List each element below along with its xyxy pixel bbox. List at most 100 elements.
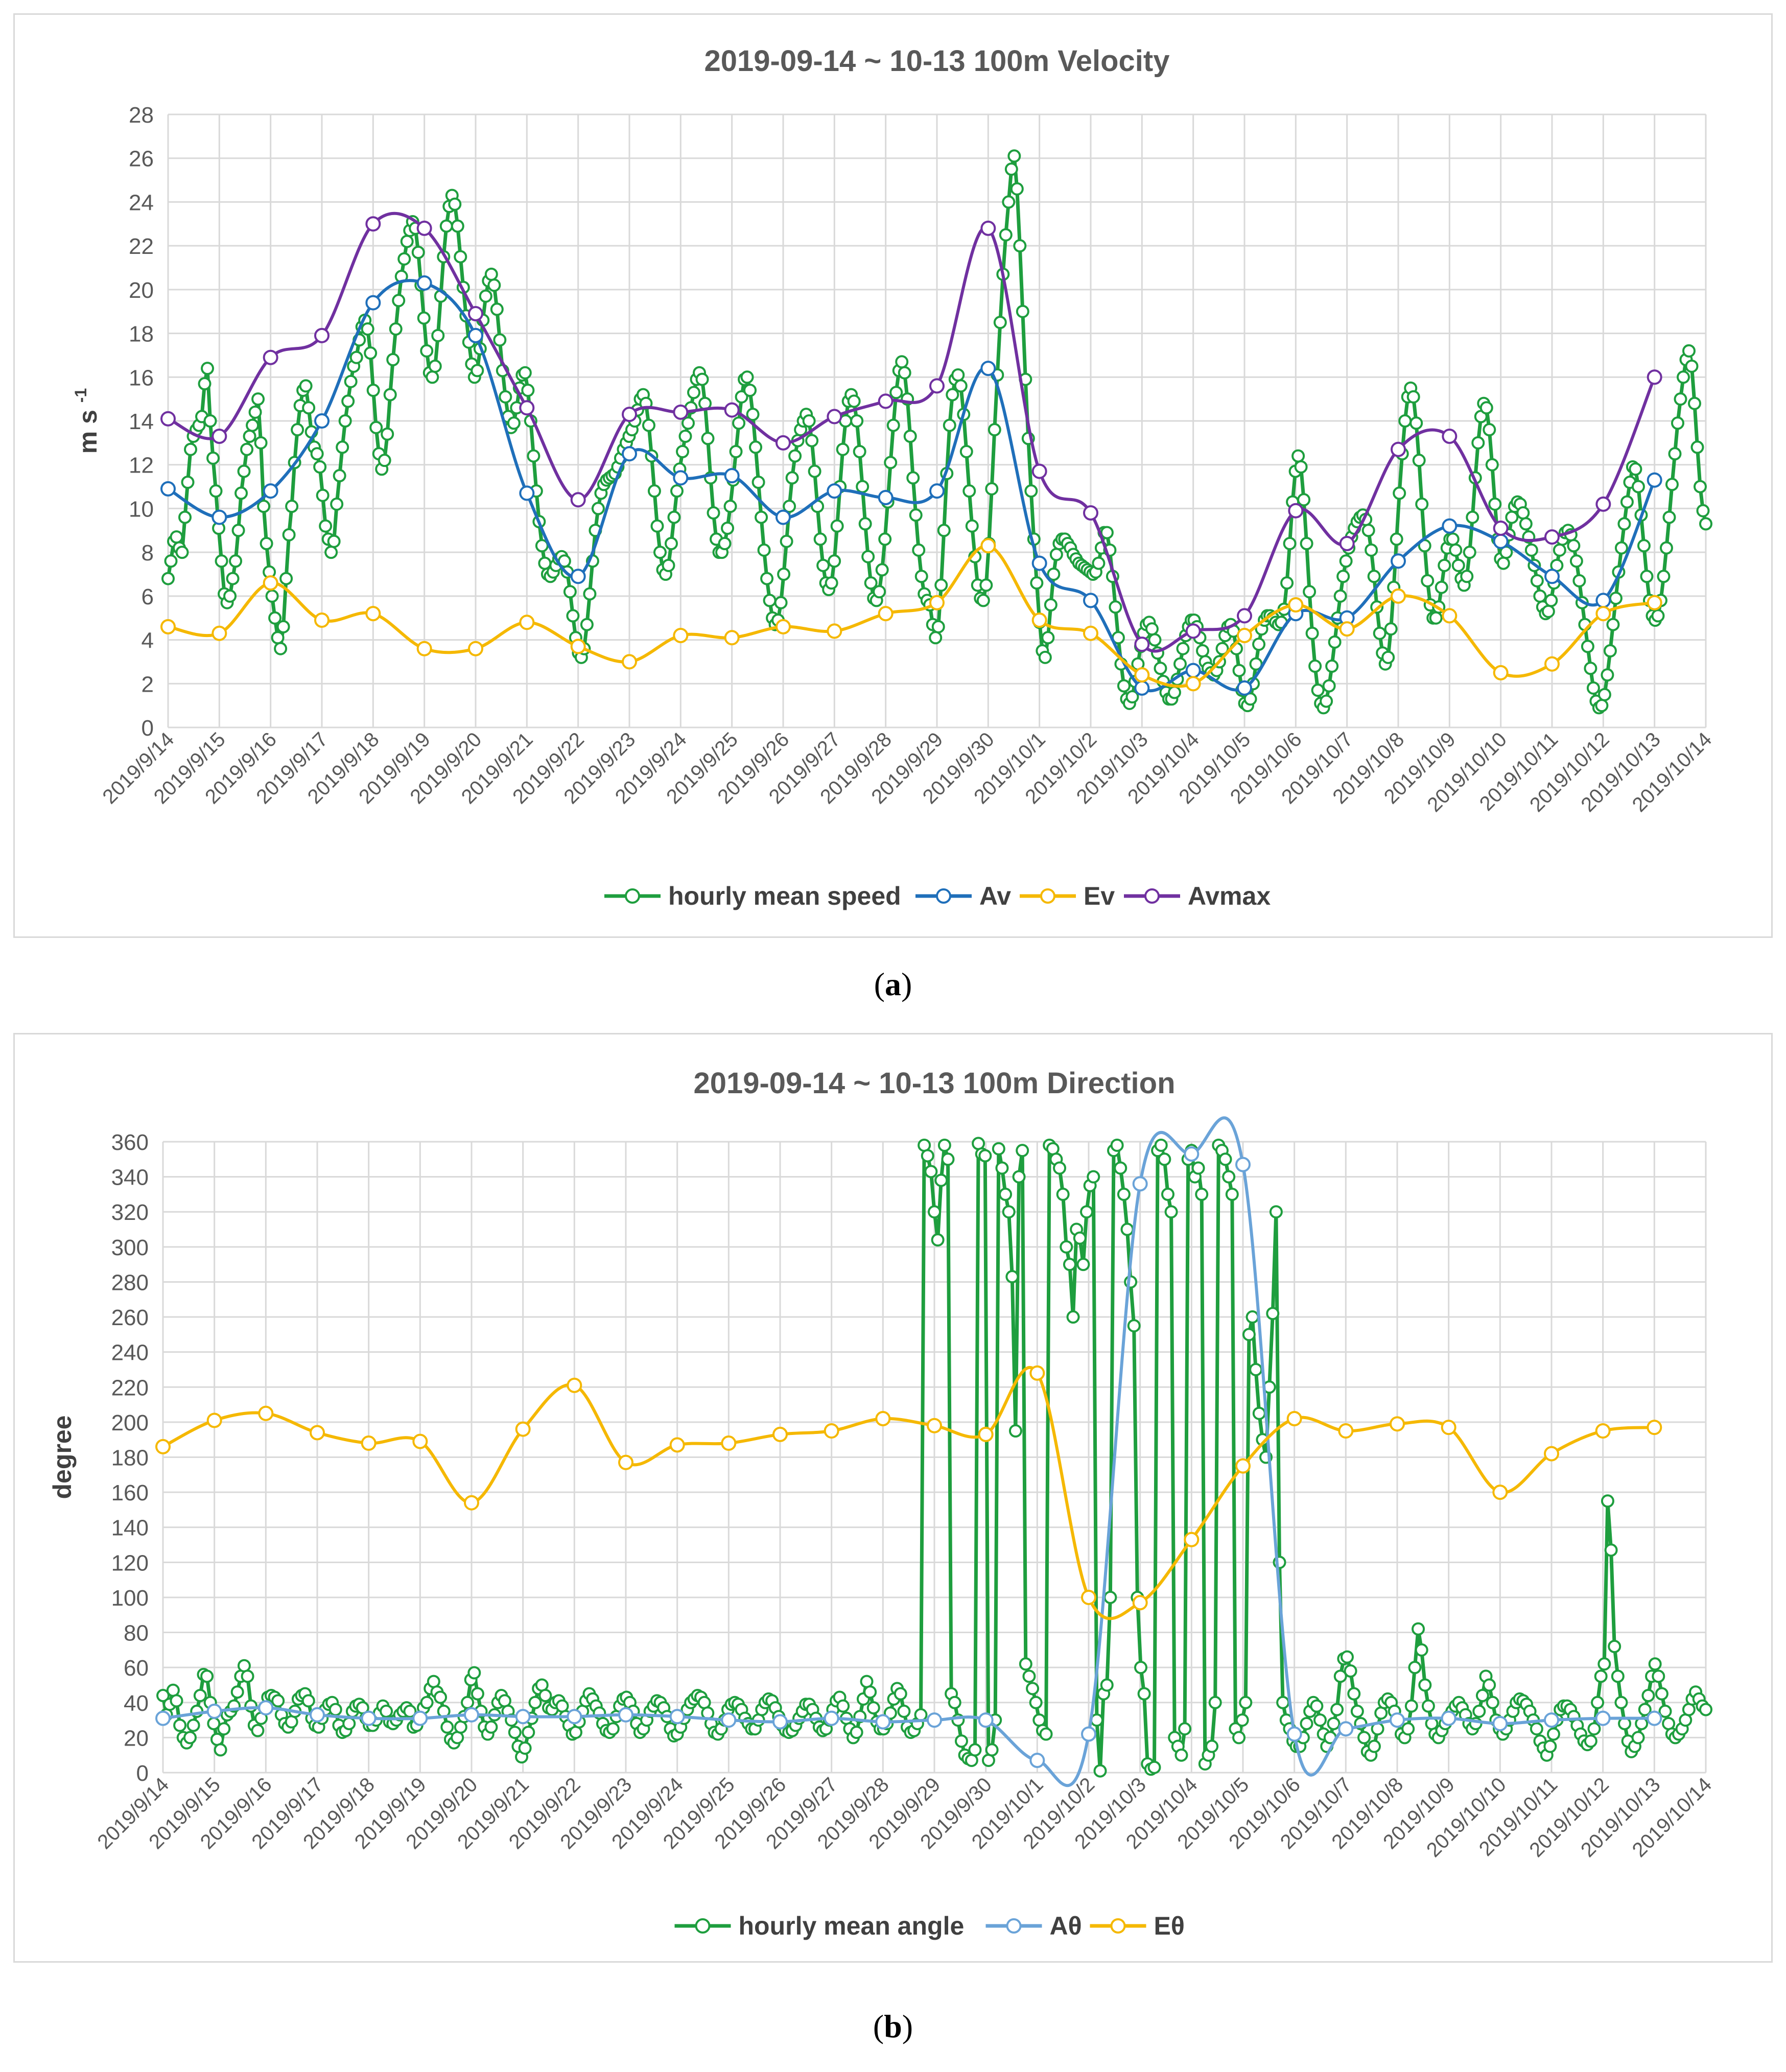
velocity-hourly-point bbox=[1581, 640, 1594, 653]
velocity-hourly-point bbox=[912, 543, 926, 557]
direction-hourly-point bbox=[894, 1687, 907, 1701]
velocity-hourly-point bbox=[718, 537, 732, 550]
direction-point-a-theta bbox=[1492, 1715, 1508, 1731]
velocity-hourly-point bbox=[428, 359, 442, 373]
direction-hourly-point bbox=[928, 1205, 941, 1219]
direction-hourly-point bbox=[420, 1696, 434, 1709]
velocity-hourly-point bbox=[889, 386, 903, 399]
direction-point-a-theta bbox=[258, 1700, 274, 1716]
direction-hourly-point bbox=[1222, 1170, 1236, 1184]
direction-point-a-theta bbox=[1029, 1752, 1045, 1768]
direction-hourly-point bbox=[1158, 1152, 1171, 1166]
velocity-hourly-point bbox=[333, 469, 346, 483]
velocity-hourly-point bbox=[943, 418, 956, 432]
velocity-hourly-point bbox=[985, 482, 999, 496]
velocity-hourly-point bbox=[1699, 517, 1712, 531]
velocity-hourly-point bbox=[1148, 633, 1162, 647]
velocity-hourly-point bbox=[313, 460, 327, 474]
direction-chart: 2019-09-14 ~ 10-13 100m Direction 0 20 40 60… bbox=[48, 1067, 1716, 1940]
velocity-hourly-point bbox=[858, 517, 872, 531]
velocity-hourly-point bbox=[825, 576, 838, 590]
velocity-legend-label-hourly: hourly mean speed bbox=[668, 882, 901, 910]
velocity-hourly-point bbox=[929, 631, 943, 645]
direction-hourly-point bbox=[1475, 1689, 1489, 1703]
velocity-hourly-point bbox=[302, 401, 316, 415]
velocity-point-avmax bbox=[570, 492, 586, 508]
velocity-hourly-point bbox=[946, 388, 959, 402]
velocity-hourly-point bbox=[650, 519, 664, 533]
velocity-point-ev bbox=[980, 538, 996, 554]
velocity-hourly-point bbox=[653, 546, 667, 559]
direction-point-a-theta bbox=[875, 1714, 891, 1730]
direction-hourly-point bbox=[1300, 1716, 1313, 1730]
direction-hourly-point bbox=[241, 1669, 254, 1683]
direction-hourly-point bbox=[522, 1726, 535, 1739]
direction-point-a-theta bbox=[1286, 1726, 1302, 1742]
direction-legend-swatch-marker-a-theta bbox=[1006, 1918, 1022, 1934]
direction-legend-swatch-marker-hourly bbox=[695, 1918, 711, 1934]
velocity-legend-swatch-marker-avmax bbox=[1144, 888, 1160, 904]
direction-hourly-point bbox=[836, 1699, 850, 1713]
velocity-hourly-point bbox=[884, 456, 898, 469]
direction-hourly-point bbox=[1005, 1270, 1019, 1284]
velocity-y-tick-label: 2 bbox=[142, 672, 154, 697]
velocity-hourly-point bbox=[898, 366, 911, 380]
direction-point-e-theta bbox=[155, 1439, 171, 1454]
velocity-hourly-point bbox=[1651, 609, 1665, 623]
velocity-hourly-point bbox=[1167, 686, 1181, 699]
velocity-hourly-point bbox=[780, 534, 793, 548]
direction-point-a-theta bbox=[1184, 1146, 1200, 1162]
velocity-hourly-point bbox=[161, 572, 175, 585]
velocity-hourly-point bbox=[282, 528, 296, 541]
direction-point-e-theta bbox=[824, 1423, 839, 1439]
direction-hourly-point bbox=[1080, 1205, 1094, 1219]
direction-hourly-point bbox=[1178, 1722, 1192, 1736]
velocity-hourly-point bbox=[1676, 370, 1690, 384]
velocity-hourly-point bbox=[1451, 558, 1465, 572]
direction-hourly-point bbox=[934, 1173, 948, 1187]
velocity-hourly-point bbox=[1252, 638, 1266, 651]
velocity-hourly-point bbox=[1373, 626, 1387, 640]
direction-hourly-point bbox=[1652, 1669, 1665, 1683]
direction-legend-label-hourly: hourly mean angle bbox=[739, 1912, 965, 1940]
velocity-point-ev bbox=[1595, 606, 1611, 622]
direction-point-e-theta bbox=[1081, 1589, 1096, 1605]
direction-hourly-point bbox=[1472, 1704, 1486, 1718]
velocity-hourly-point bbox=[740, 370, 754, 384]
velocity-point-ev bbox=[519, 615, 535, 630]
direction-point-e-theta bbox=[412, 1433, 428, 1449]
velocity-hourly-point bbox=[1333, 589, 1347, 603]
velocity-hourly-point bbox=[1662, 510, 1676, 524]
direction-hourly-point bbox=[183, 1731, 197, 1745]
direction-hourly-point bbox=[1191, 1161, 1205, 1175]
velocity-point-ev bbox=[1031, 613, 1047, 628]
velocity-hourly-point bbox=[1620, 495, 1634, 509]
direction-hourly-point bbox=[1412, 1622, 1425, 1636]
velocity-hourly-point bbox=[864, 576, 878, 590]
direction-hourly-point bbox=[1120, 1222, 1134, 1236]
velocity-point-avmax bbox=[929, 378, 945, 394]
velocity-point-ev bbox=[314, 613, 330, 628]
velocity-hourly-point bbox=[1541, 604, 1555, 618]
velocity-hourly-point bbox=[243, 430, 256, 443]
velocity-point-ev bbox=[827, 623, 842, 639]
direction-hourly-point bbox=[1110, 1138, 1124, 1152]
velocity-point-av bbox=[1083, 593, 1098, 608]
velocity-hourly-point bbox=[1597, 688, 1611, 701]
velocity-point-ev bbox=[929, 595, 945, 610]
velocity-hourly-point bbox=[1435, 580, 1448, 594]
direction-point-e-theta bbox=[515, 1421, 531, 1437]
velocity-hourly-point bbox=[223, 589, 237, 603]
velocity-hourly-point bbox=[240, 442, 254, 456]
velocity-hourly-point bbox=[1446, 532, 1460, 546]
velocity-hourly-point bbox=[330, 497, 344, 511]
velocity-hourly-point bbox=[344, 374, 358, 388]
direction-hourly-point bbox=[863, 1685, 877, 1699]
direction-hourly-point bbox=[1039, 1727, 1053, 1741]
direction-hourly-point bbox=[1530, 1722, 1543, 1736]
velocity-hourly-point bbox=[411, 246, 425, 259]
direction-hourly-point bbox=[1012, 1170, 1026, 1184]
velocity-hourly-point bbox=[1013, 239, 1027, 253]
direction-point-a-theta bbox=[1595, 1710, 1611, 1726]
velocity-hourly-point bbox=[1361, 524, 1375, 537]
